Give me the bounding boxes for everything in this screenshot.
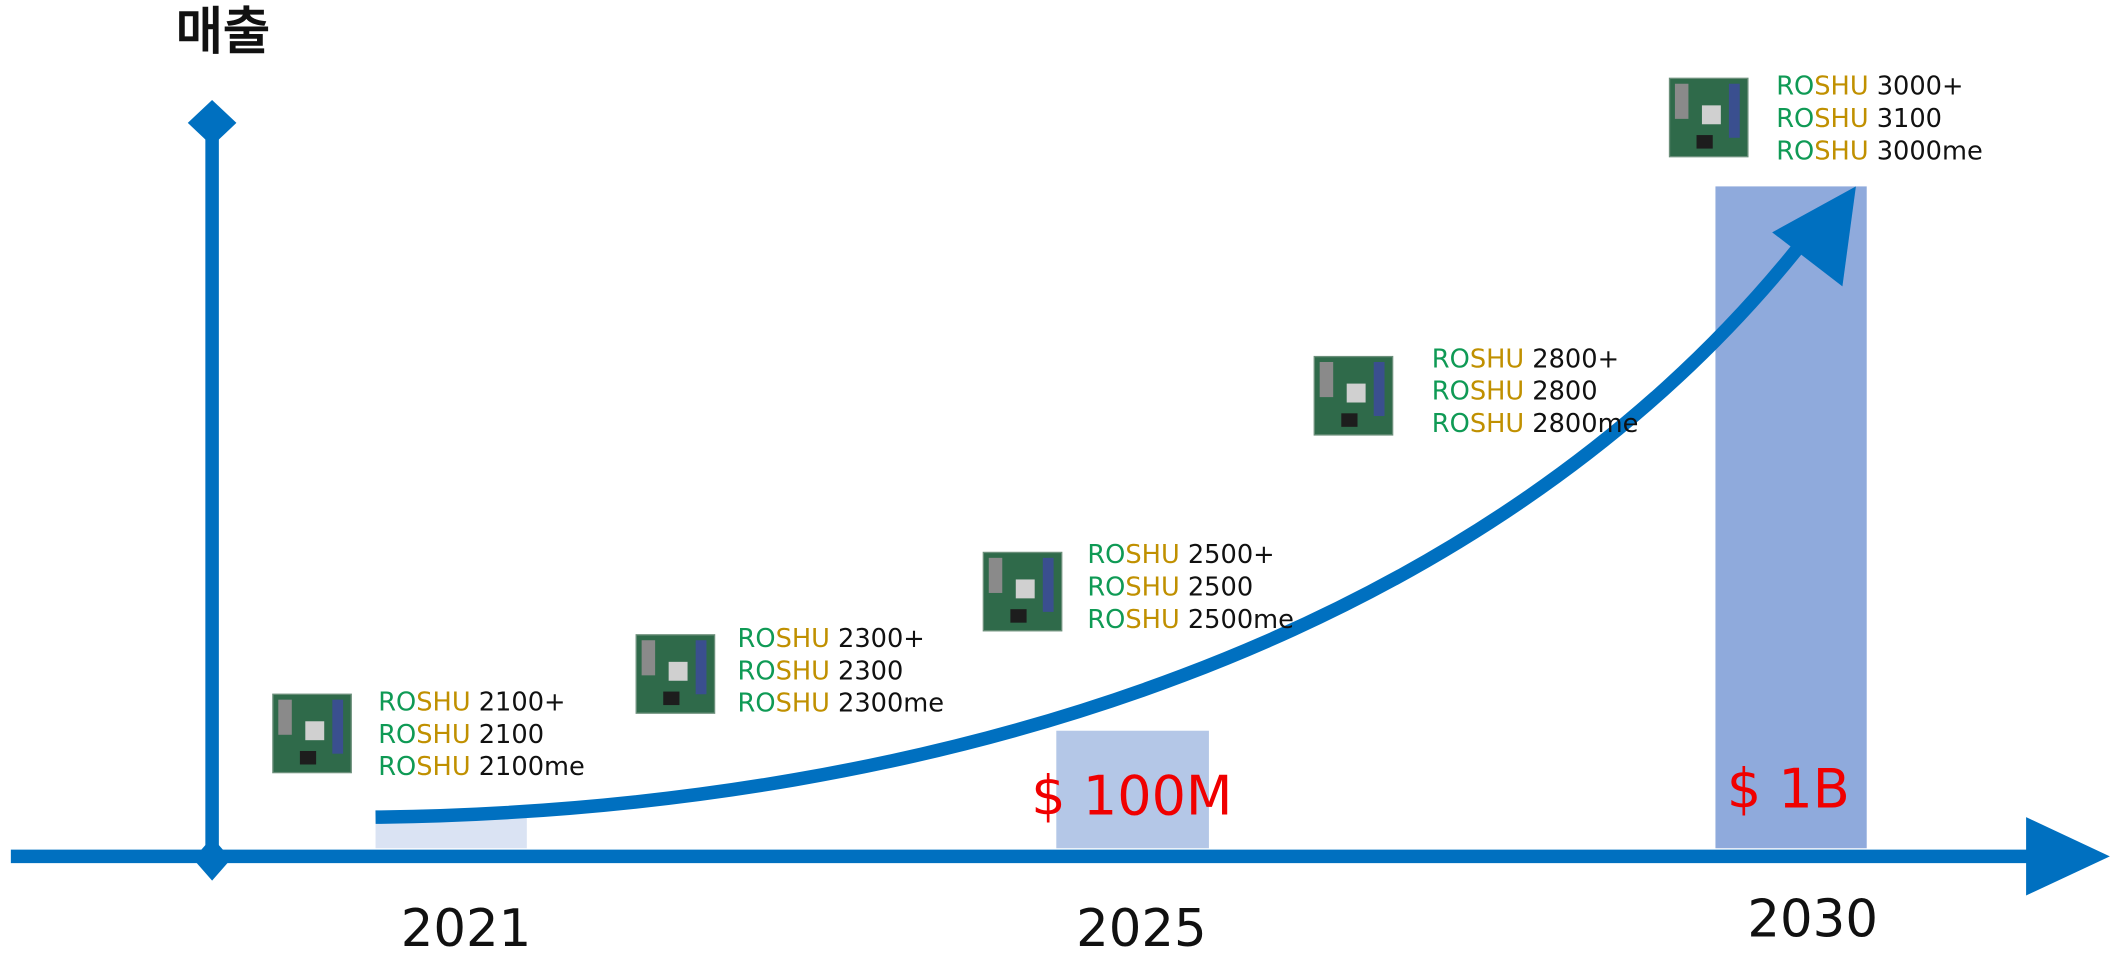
slots: [332, 700, 343, 754]
product-line: ROSHU 2100me: [378, 752, 585, 782]
product-line: ROSHU 3000+: [1776, 71, 1963, 101]
product-line: ROSHU 2800me: [1432, 409, 1639, 439]
socket: [1016, 579, 1035, 598]
brand-shu: SHU: [1814, 103, 1868, 133]
bar-2030: [1715, 186, 1866, 848]
model: 2500: [1188, 572, 1253, 602]
model: 3100: [1877, 103, 1942, 133]
brand-ro: RO: [1432, 409, 1470, 439]
brand-ro: RO: [738, 688, 776, 718]
brand-ro: RO: [1432, 344, 1470, 374]
ports: [1320, 362, 1334, 397]
brand-ro: RO: [1432, 376, 1470, 406]
product-line: ROSHU 2300+: [738, 623, 925, 653]
year-label: 2025: [1076, 899, 1207, 959]
model: 2100+: [479, 687, 566, 717]
chipset: [1341, 413, 1357, 427]
brand-ro: RO: [738, 656, 776, 686]
product-line: ROSHU 3100: [1776, 103, 1942, 133]
brand-ro: RO: [1087, 540, 1125, 570]
brand-shu: SHU: [1814, 71, 1868, 101]
brand-shu: SHU: [1125, 604, 1179, 634]
socket: [1347, 384, 1366, 403]
product-line: ROSHU 2100: [378, 719, 544, 749]
chipset: [663, 692, 679, 706]
model: 2500me: [1188, 604, 1294, 634]
board-icon: [273, 694, 351, 772]
brand-ro: RO: [1087, 604, 1125, 634]
product-line: ROSHU 2500: [1087, 572, 1253, 602]
board-icon: [1670, 78, 1748, 156]
axis-label: 매출: [176, 2, 270, 62]
brand-ro: RO: [1087, 572, 1125, 602]
board-icon: [636, 635, 714, 713]
diagram: 매출 2021 2025 2030 $ 100M $ 1B ROSHU2100+…: [0, 0, 2118, 959]
brand-ro: RO: [378, 687, 416, 717]
brand-shu: SHU: [1470, 376, 1524, 406]
model: 2300me: [838, 688, 944, 718]
brand-ro: RO: [1776, 103, 1814, 133]
brand-shu: SHU: [416, 719, 470, 749]
chipset: [1697, 135, 1713, 149]
brand-shu: SHU: [416, 752, 470, 782]
ports: [1675, 84, 1689, 119]
model: 2800: [1532, 376, 1597, 406]
year-label: 2021: [401, 899, 532, 959]
brand-shu: SHU: [1470, 344, 1524, 374]
model: 2500+: [1188, 540, 1275, 570]
socket: [669, 662, 688, 681]
model: 2100me: [479, 752, 585, 782]
slots: [1729, 84, 1740, 138]
product-line: ROSHU 2500+: [1087, 540, 1274, 570]
product-line: ROSHU 2800: [1432, 376, 1598, 406]
brand-shu: SHU: [1470, 409, 1524, 439]
board-icon: [1314, 357, 1392, 435]
product-line: ROSHU 2500me: [1087, 604, 1294, 634]
product-line: ROSHU 2300me: [738, 688, 945, 718]
brand-shu: SHU: [1125, 540, 1179, 570]
board-icon: [983, 552, 1061, 630]
product-line: ROSHU 2300: [738, 656, 904, 686]
brand-shu: SHU: [776, 688, 830, 718]
ports: [989, 558, 1003, 593]
page: {"axis_label": "매출", "years": ["2021", "…: [0, 0, 2118, 959]
ports: [278, 700, 292, 735]
model: 2300: [838, 656, 903, 686]
brand-shu: SHU: [776, 656, 830, 686]
slots: [1374, 362, 1385, 416]
model: 2100: [479, 719, 544, 749]
product-line: ROSHU 2100+: [378, 687, 565, 717]
slots: [696, 640, 707, 694]
brand-shu: SHU: [776, 623, 830, 653]
revenue-label: $ 1B: [1727, 758, 1850, 821]
brand-shu: SHU: [1814, 136, 1868, 166]
x-axis-arrow: [2026, 817, 2110, 895]
chipset: [1010, 609, 1026, 623]
brand-ro: RO: [1776, 136, 1814, 166]
model: 2800me: [1532, 409, 1638, 439]
brand-shu: SHU: [1125, 572, 1179, 602]
brand-ro: RO: [378, 719, 416, 749]
slots: [1043, 558, 1054, 612]
chipset: [300, 751, 316, 765]
model: 3000+: [1877, 71, 1964, 101]
product-line: ROSHU 3000me: [1776, 136, 1983, 166]
revenue-label: $ 100M: [1031, 764, 1232, 827]
model: 2800+: [1532, 344, 1619, 374]
brand-shu: SHU: [416, 687, 470, 717]
product-line: ROSHU 2800+: [1432, 344, 1619, 374]
year-label: 2030: [1747, 890, 1878, 950]
model: 3000me: [1877, 136, 1983, 166]
brand-ro: RO: [1776, 71, 1814, 101]
ports: [642, 640, 656, 675]
model: 2300+: [838, 623, 925, 653]
socket: [305, 721, 324, 740]
y-axis-diamond: [188, 100, 237, 146]
brand-ro: RO: [738, 623, 776, 653]
socket: [1702, 105, 1721, 124]
brand-ro: RO: [378, 752, 416, 782]
